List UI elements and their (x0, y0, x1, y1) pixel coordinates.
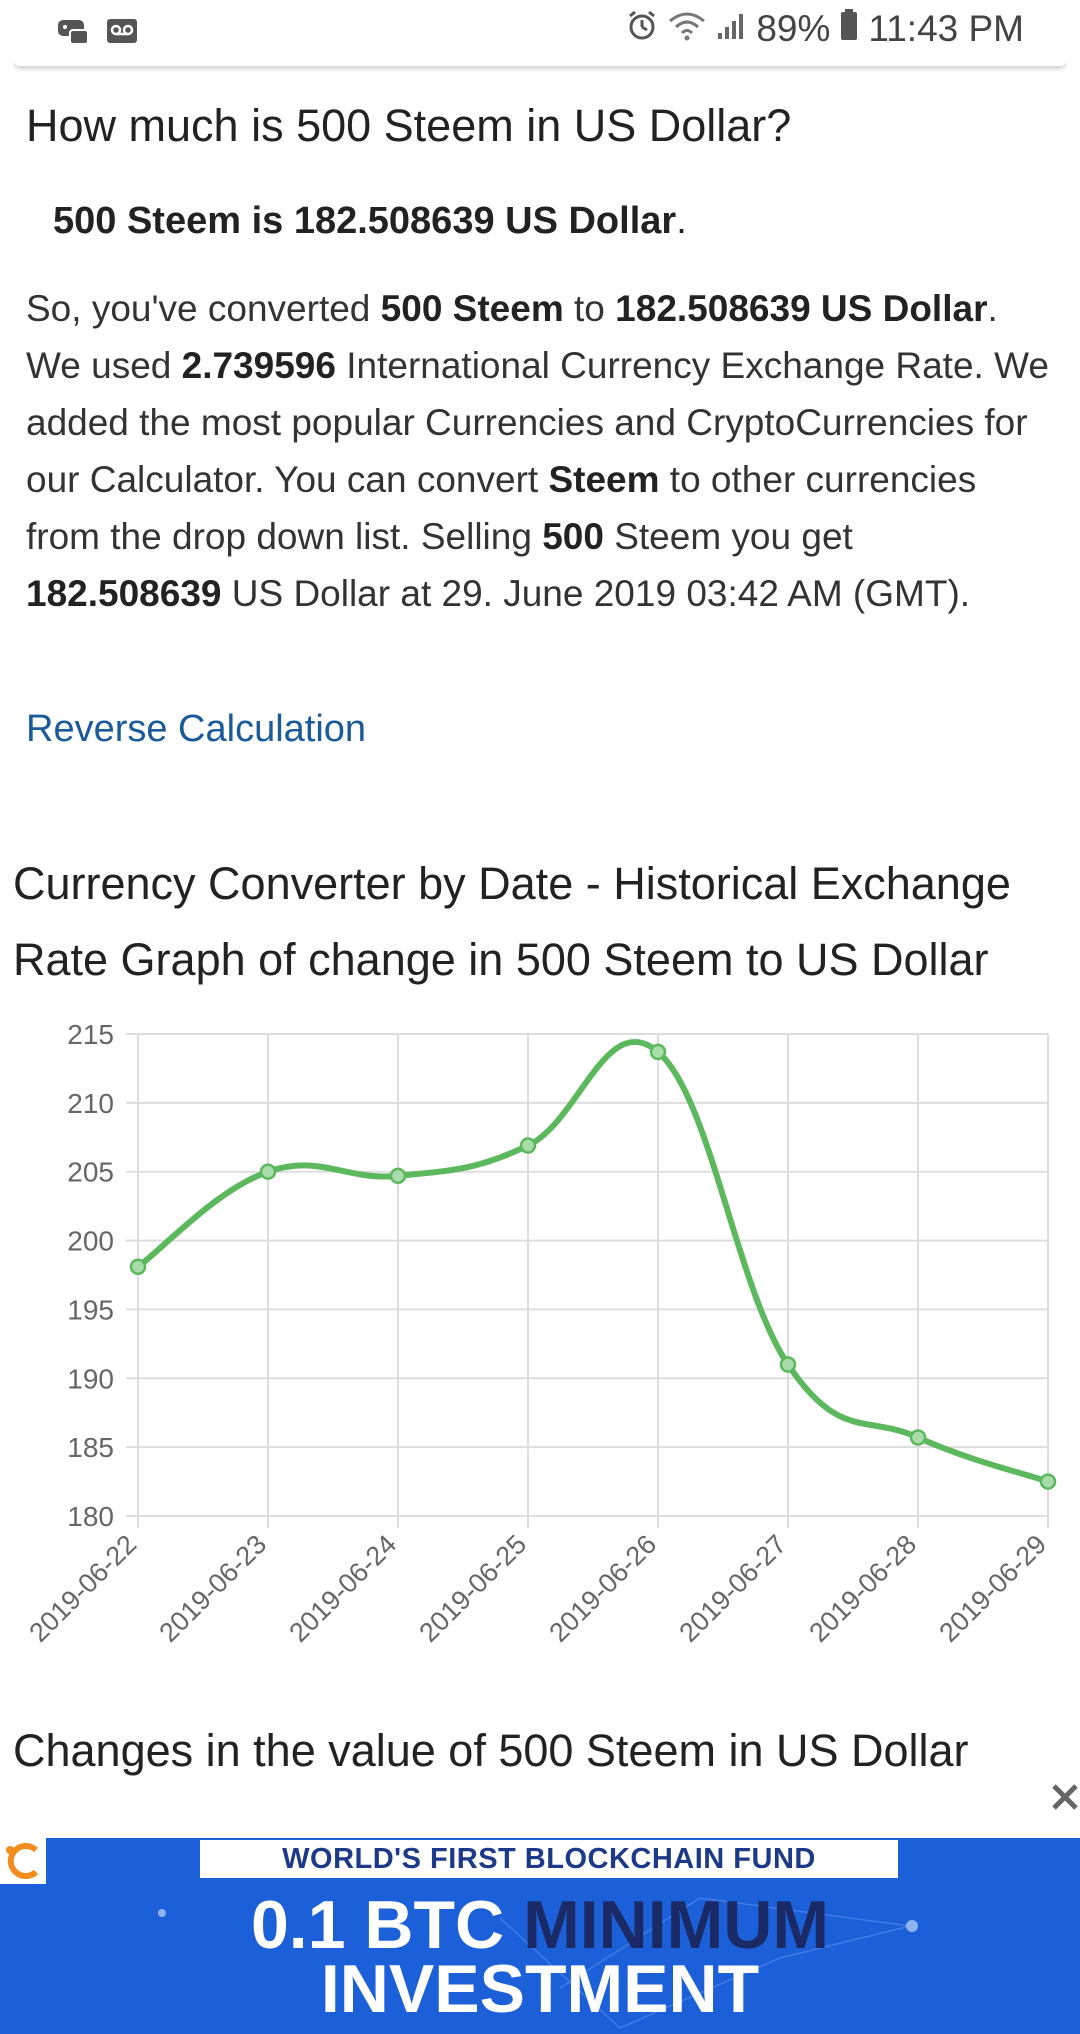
data-point (129, 1258, 147, 1275)
data-point (1039, 1473, 1057, 1490)
conversion-result-tail: . (676, 200, 687, 242)
x-tick-label: 2019-06-27 (673, 1529, 792, 1648)
ad-headline-1-part-b: MINIMUM (523, 1887, 829, 1963)
x-tick-label: 2019-06-26 (543, 1529, 662, 1648)
data-point (259, 1163, 277, 1180)
close-icon (1052, 1784, 1078, 1810)
ad-headline-1: 0.1 BTC MINIMUM (0, 1886, 1080, 1964)
x-tick-label: 2019-06-23 (153, 1529, 272, 1648)
data-point (909, 1429, 927, 1446)
data-point (779, 1356, 797, 1373)
ad-network-decoration (158, 1897, 918, 2029)
ad-banner[interactable]: WORLD'S FIRST BLOCKCHAIN FUND 0.1 BTC MI… (0, 1838, 1080, 2034)
battery-percent: 89% (756, 8, 831, 49)
y-tick-label: 205 (67, 1157, 114, 1188)
bold-segment: Steem (548, 459, 660, 500)
changes-section-title: Changes in the value of 500 Steem in US … (13, 1725, 969, 1776)
battery-icon (840, 8, 858, 50)
data-point (389, 1167, 407, 1185)
x-tick-label: 2019-06-29 (933, 1529, 1052, 1648)
text-segment: to other currencies from the drop down l… (26, 459, 977, 557)
x-tick-label: 2019-06-28 (803, 1529, 922, 1648)
conversion-result: 500 Steem is 182.508639 US Dollar. (53, 200, 687, 243)
data-point (519, 1137, 537, 1154)
wifi-icon (668, 8, 706, 50)
status-bar: 89% 11:43 PM (0, 0, 1080, 62)
ad-headline-1-part-a: 0.1 BTC (250, 1887, 524, 1963)
text-segment: International Currency Exchange Rate. We… (26, 345, 1049, 500)
y-tick-label: 185 (67, 1432, 114, 1463)
data-point (649, 1043, 667, 1061)
bold-segment: 500 Steem (380, 288, 564, 329)
bold-segment: 182.508639 (26, 573, 222, 614)
x-tick-label: 2019-06-22 (23, 1529, 142, 1648)
ad-brand-icon (6, 1843, 39, 1879)
text-segment: . We used (26, 288, 998, 386)
x-tick-label: 2019-06-24 (283, 1529, 402, 1648)
y-tick-label: 190 (67, 1363, 114, 1394)
bold-segment: 182.508639 US Dollar (615, 288, 988, 329)
y-tick-label: 215 (67, 1019, 114, 1050)
y-tick-label: 210 (67, 1088, 114, 1119)
alarm-icon (626, 8, 658, 50)
clock-time: 11:43 PM (868, 8, 1024, 49)
y-tick-label: 200 (67, 1226, 114, 1257)
x-tick-label: 2019-06-25 (413, 1529, 532, 1648)
text-segment: So, you've converted (26, 288, 381, 329)
ad-tagline: WORLD'S FIRST BLOCKCHAIN FUND (200, 1840, 898, 1878)
text-segment: to (563, 288, 616, 329)
status-icons-left (56, 16, 138, 51)
conversion-result-bold: 500 Steem is 182.508639 US Dollar (53, 200, 677, 242)
page-question-heading: How much is 500 Steem in US Dollar? (26, 100, 792, 151)
bold-segment: 2.739596 (181, 345, 336, 386)
text-segment: US Dollar at 29. June 2019 03:42 AM (GMT… (221, 573, 971, 614)
bold-segment: 500 (542, 516, 604, 557)
game-controller-icon (56, 16, 90, 51)
conversion-description: So, you've converted 500 Steem to 182.50… (26, 280, 1056, 622)
ad-close-button[interactable] (1046, 1780, 1080, 1824)
voicemail-icon (106, 18, 138, 49)
signal-icon (716, 8, 746, 50)
text-segment: Steem you get (603, 516, 853, 557)
status-icons-right: 89% 11:43 PM (626, 8, 1024, 50)
series-line (136, 1039, 1049, 1485)
y-tick-label: 180 (67, 1501, 114, 1532)
header-divider (14, 60, 1066, 66)
ad-logo (0, 1838, 46, 1884)
graph-section-title: Currency Converter by Date - Historical … (13, 858, 1011, 985)
y-tick-label: 195 (67, 1294, 114, 1325)
reverse-calculation-link[interactable]: Reverse Calculation (26, 708, 367, 750)
ad-headline-2: INVESTMENT (320, 1951, 760, 2027)
